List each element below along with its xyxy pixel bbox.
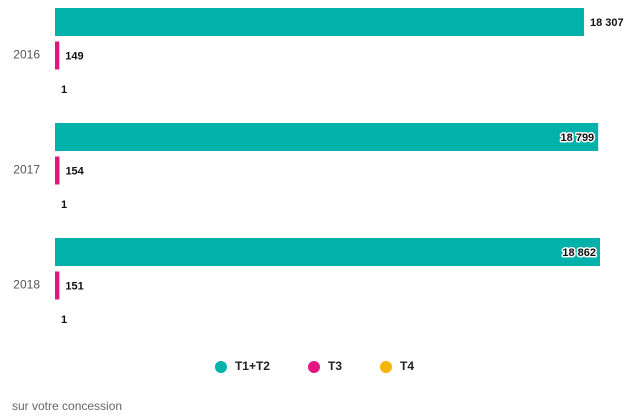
value-label: 18 307 — [590, 17, 624, 29]
value-label: 1 — [61, 84, 67, 96]
category-label: 2017 — [13, 163, 40, 177]
legend-marker — [380, 361, 393, 373]
value-label: 151 — [65, 280, 83, 292]
bar — [55, 123, 599, 151]
value-label: 1 — [61, 314, 67, 326]
legend-label: T1+T2 — [235, 359, 270, 373]
bar — [55, 8, 584, 36]
bar — [55, 238, 601, 266]
legend-marker — [307, 361, 320, 373]
category-label: 2018 — [13, 278, 40, 292]
value-label: 154 — [65, 165, 84, 177]
legend-label: T3 — [328, 359, 342, 373]
bar — [55, 41, 60, 70]
caption: sur votre concession — [12, 399, 122, 413]
legend-marker — [214, 361, 227, 373]
category-label: 2016 — [13, 48, 40, 62]
value-label: 18 799 — [561, 132, 595, 144]
value-label: 18 862 — [562, 247, 596, 259]
legend-label: T4 — [400, 359, 414, 373]
value-label: 1 — [61, 199, 67, 211]
value-label: 149 — [65, 50, 83, 62]
bar — [55, 156, 60, 185]
bar — [55, 271, 60, 300]
